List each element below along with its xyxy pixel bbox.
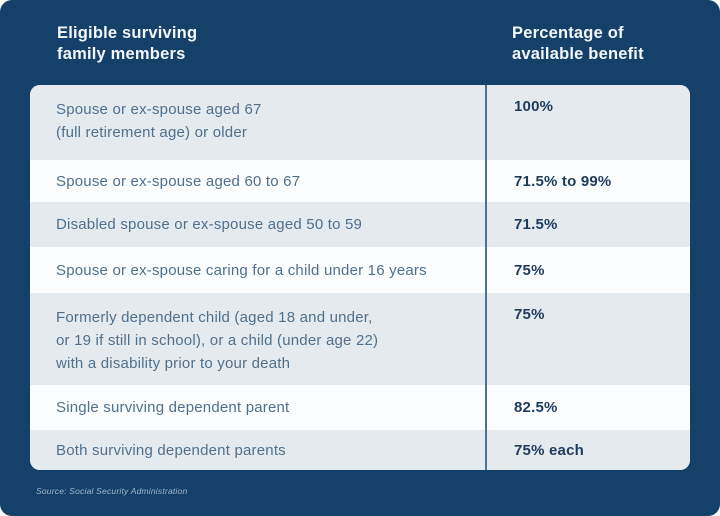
percentage-cell: 75% <box>514 306 545 323</box>
percentage-cell: 75% <box>514 261 545 279</box>
member-cell: Spouse or ex-spouse aged 67 (full retire… <box>56 101 262 141</box>
column-header-percentage: Percentage of available benefit <box>512 24 644 63</box>
percentage-cell: 71.5% to 99% <box>514 172 612 190</box>
table-row: Both surviving dependent parents 75% eac… <box>30 430 690 470</box>
table-row: Spouse or ex-spouse aged 67 (full retire… <box>30 85 690 160</box>
table-row: Formerly dependent child (aged 18 and un… <box>30 293 690 385</box>
table-row: Disabled spouse or ex-spouse aged 50 to … <box>30 202 690 247</box>
member-cell: Formerly dependent child (aged 18 and un… <box>56 309 379 372</box>
percentage-cell: 82.5% <box>514 399 558 416</box>
member-cell: Single surviving dependent parent <box>56 399 290 416</box>
benefits-table: Spouse or ex-spouse aged 67 (full retire… <box>30 85 690 470</box>
table-row: Single surviving dependent parent 82.5% <box>30 385 690 430</box>
source-attribution: Source: Social Security Administration <box>36 486 188 496</box>
percentage-cell: 71.5% <box>514 216 558 233</box>
member-cell: Both surviving dependent parents <box>56 441 286 459</box>
percentage-cell: 75% each <box>514 441 584 459</box>
member-cell: Disabled spouse or ex-spouse aged 50 to … <box>56 216 363 233</box>
column-divider <box>485 85 487 470</box>
table-row: Spouse or ex-spouse caring for a child u… <box>30 247 690 293</box>
column-header-family-members: Eligible surviving family members <box>57 24 198 63</box>
table-row: Spouse or ex-spouse aged 60 to 67 71.5% … <box>30 160 690 202</box>
percentage-cell: 100% <box>514 98 554 115</box>
member-cell: Spouse or ex-spouse aged 60 to 67 <box>56 172 301 190</box>
member-cell: Spouse or ex-spouse caring for a child u… <box>56 261 427 279</box>
